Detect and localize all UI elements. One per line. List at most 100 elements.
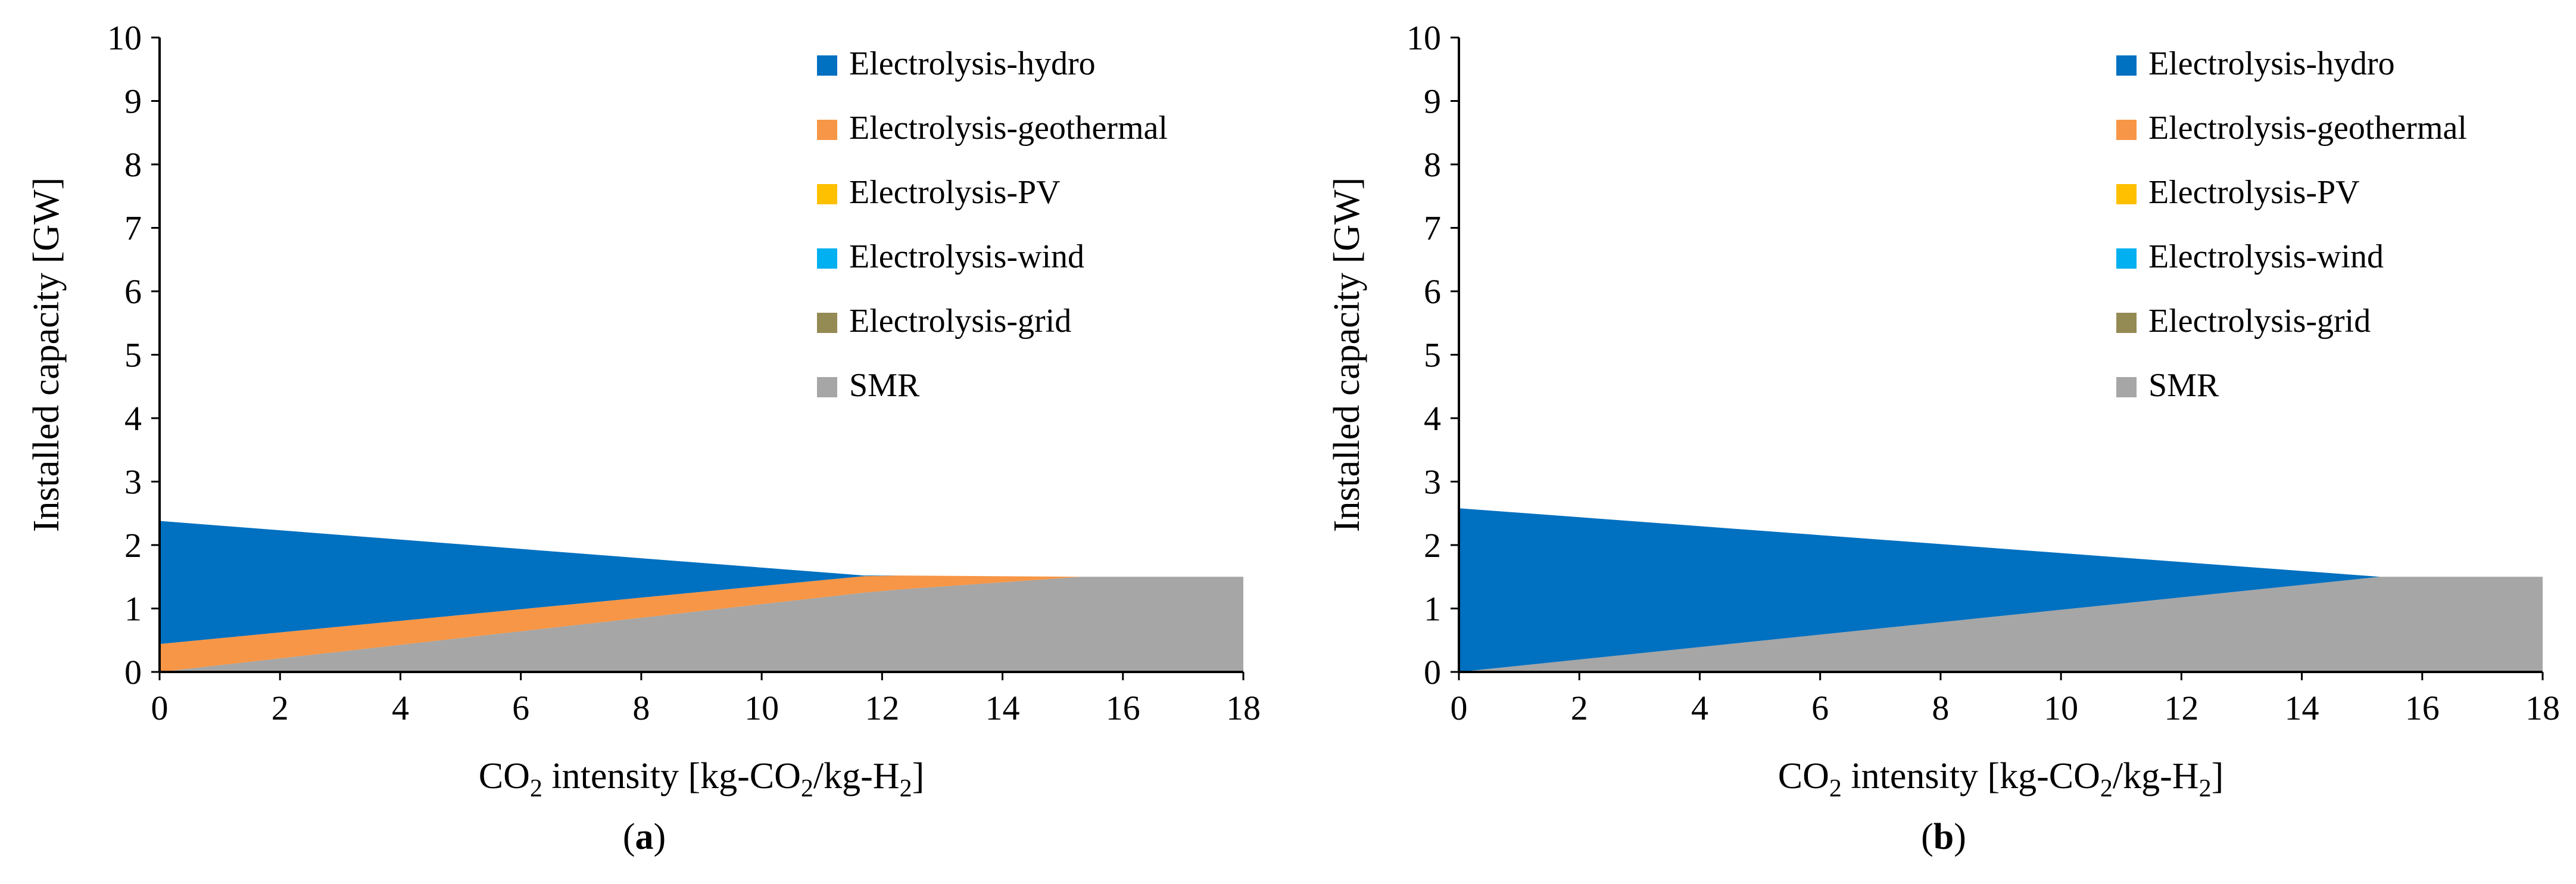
x-tick-label: 16	[2405, 689, 2440, 727]
legend-swatch	[2116, 377, 2137, 397]
legend-swatch	[817, 55, 837, 76]
x-tick-label: 4	[392, 689, 409, 727]
x-tick-label: 16	[1106, 689, 1140, 727]
legend-label: Electrolysis-hydro	[849, 45, 1096, 82]
x-axis-label-subscript: 2	[801, 775, 813, 802]
legend-label: Electrolysis-grid	[849, 303, 1071, 340]
x-axis-label-subscript: 2	[2100, 775, 2113, 802]
y-tick-label: 5	[1424, 336, 1441, 375]
panel-label-letter: b	[1933, 817, 1954, 857]
area-electrolysis-hydro	[1459, 508, 2543, 672]
x-axis-label-subscript: 2	[1829, 775, 1842, 802]
panel-label-paren: )	[1954, 817, 1966, 857]
x-tick-label: 14	[986, 689, 1020, 727]
x-tick-label: 12	[865, 689, 899, 727]
legend-label: Electrolysis-geothermal	[2148, 110, 2467, 147]
x-tick-label: 14	[2285, 689, 2319, 727]
legend-label: Electrolysis-grid	[2148, 303, 2371, 340]
legend-label: Electrolysis-wind	[2148, 238, 2384, 275]
area-smr	[160, 577, 1243, 672]
panel-label: (a)	[623, 817, 666, 857]
panel-label-paren: (	[623, 817, 635, 857]
y-tick-label: 8	[1424, 145, 1441, 184]
y-tick-label: 4	[124, 399, 142, 438]
x-axis-label: CO2 intensity [kg-CO2/kg-H2]	[479, 756, 924, 802]
legend-swatch	[817, 313, 837, 333]
x-tick-label: 10	[744, 689, 779, 727]
y-tick-label: 3	[1424, 463, 1441, 502]
legend-label: SMR	[849, 367, 920, 404]
y-tick-label: 9	[124, 82, 142, 121]
y-tick-label: 1	[124, 590, 142, 628]
y-tick-label: 2	[1424, 526, 1441, 565]
x-tick-label: 2	[1571, 689, 1588, 727]
x-axis-label-part: /kg-H	[2113, 756, 2199, 796]
x-axis-label: CO2 intensity [kg-CO2/kg-H2]	[1778, 756, 2223, 802]
y-tick-label: 1	[1424, 590, 1441, 628]
area-electrolysis-geothermal	[160, 575, 1243, 672]
panel-label-letter: a	[635, 817, 654, 857]
panel-label-paren: (	[1921, 817, 1933, 857]
panel-label: (b)	[1921, 817, 1966, 857]
panel-label-paren: )	[654, 817, 666, 857]
x-axis-label-part: /kg-H	[813, 756, 900, 796]
legend-swatch	[817, 377, 837, 397]
y-tick-label: 6	[124, 272, 142, 311]
legend-label: Electrolysis-PV	[849, 174, 1061, 211]
y-tick-label: 7	[124, 209, 142, 248]
area-smr	[1459, 577, 2543, 672]
y-tick-label: 3	[124, 463, 142, 502]
y-tick-label: 0	[1424, 653, 1441, 692]
legend-swatch	[2116, 313, 2137, 333]
y-tick-label: 7	[1424, 209, 1441, 248]
y-tick-label: 5	[124, 336, 142, 375]
legend-label: Electrolysis-wind	[849, 238, 1084, 275]
y-tick-label: 9	[1424, 82, 1441, 121]
x-axis-label-part: CO	[1778, 756, 1829, 796]
y-tick-label: 10	[1406, 18, 1441, 57]
x-tick-label: 4	[1691, 689, 1708, 727]
y-tick-label: 2	[124, 526, 142, 565]
legend-swatch	[2116, 184, 2137, 204]
y-axis-label: Installed capacity [GW]	[26, 178, 67, 533]
legend-swatch	[2116, 248, 2137, 269]
legend-label: SMR	[2148, 367, 2219, 404]
legend-swatch	[817, 184, 837, 204]
y-tick-label: 10	[107, 18, 142, 57]
x-tick-label: 6	[1811, 689, 1829, 727]
x-axis-label-part: ]	[2212, 756, 2224, 796]
x-tick-label: 0	[1451, 689, 1468, 727]
area-electrolysis-hydro	[160, 521, 1243, 645]
x-tick-label: 2	[272, 689, 289, 727]
x-tick-label: 8	[1932, 689, 1949, 727]
y-tick-label: 4	[1424, 399, 1441, 438]
legend-swatch	[817, 120, 837, 140]
legend-swatch	[2116, 55, 2137, 76]
x-axis-label-subscript: 2	[2199, 775, 2212, 802]
x-tick-label: 8	[632, 689, 650, 727]
y-tick-label: 0	[124, 653, 142, 692]
x-tick-label: 18	[1226, 689, 1261, 727]
y-axis-label: Installed capacity [GW]	[1327, 178, 1367, 533]
y-tick-label: 8	[124, 145, 142, 184]
x-tick-label: 18	[2525, 689, 2560, 727]
x-tick-label: 10	[2044, 689, 2078, 727]
x-tick-label: 0	[151, 689, 169, 727]
x-axis-label-subscript: 2	[900, 775, 912, 802]
legend-label: Electrolysis-hydro	[2148, 45, 2395, 82]
x-tick-label: 12	[2164, 689, 2198, 727]
legend-swatch	[2116, 120, 2137, 140]
legend-label: Electrolysis-geothermal	[849, 110, 1168, 147]
x-axis-label-part: CO	[479, 756, 530, 796]
x-axis-label-part: intensity [kg-CO	[542, 756, 801, 796]
legend-label: Electrolysis-PV	[2148, 174, 2360, 211]
x-axis-label-subscript: 2	[530, 775, 542, 802]
x-tick-label: 6	[512, 689, 529, 727]
x-axis-label-part: intensity [kg-CO	[1842, 756, 2100, 796]
y-tick-label: 6	[1424, 272, 1441, 311]
legend-swatch	[817, 248, 837, 269]
x-axis-label-part: ]	[912, 756, 925, 796]
